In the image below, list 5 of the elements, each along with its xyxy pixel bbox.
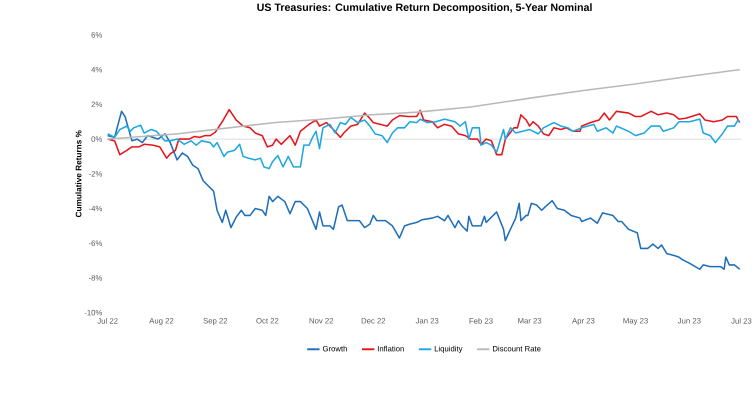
y-axis-title: Cumulative Returns %	[75, 130, 82, 218]
chart-title: US Treasuries: Cumulative Return Decomposition, 5-Year Nominal	[257, 3, 592, 14]
line-series	[106, 108, 740, 159]
line-series	[106, 68, 740, 140]
line-series	[106, 116, 740, 170]
